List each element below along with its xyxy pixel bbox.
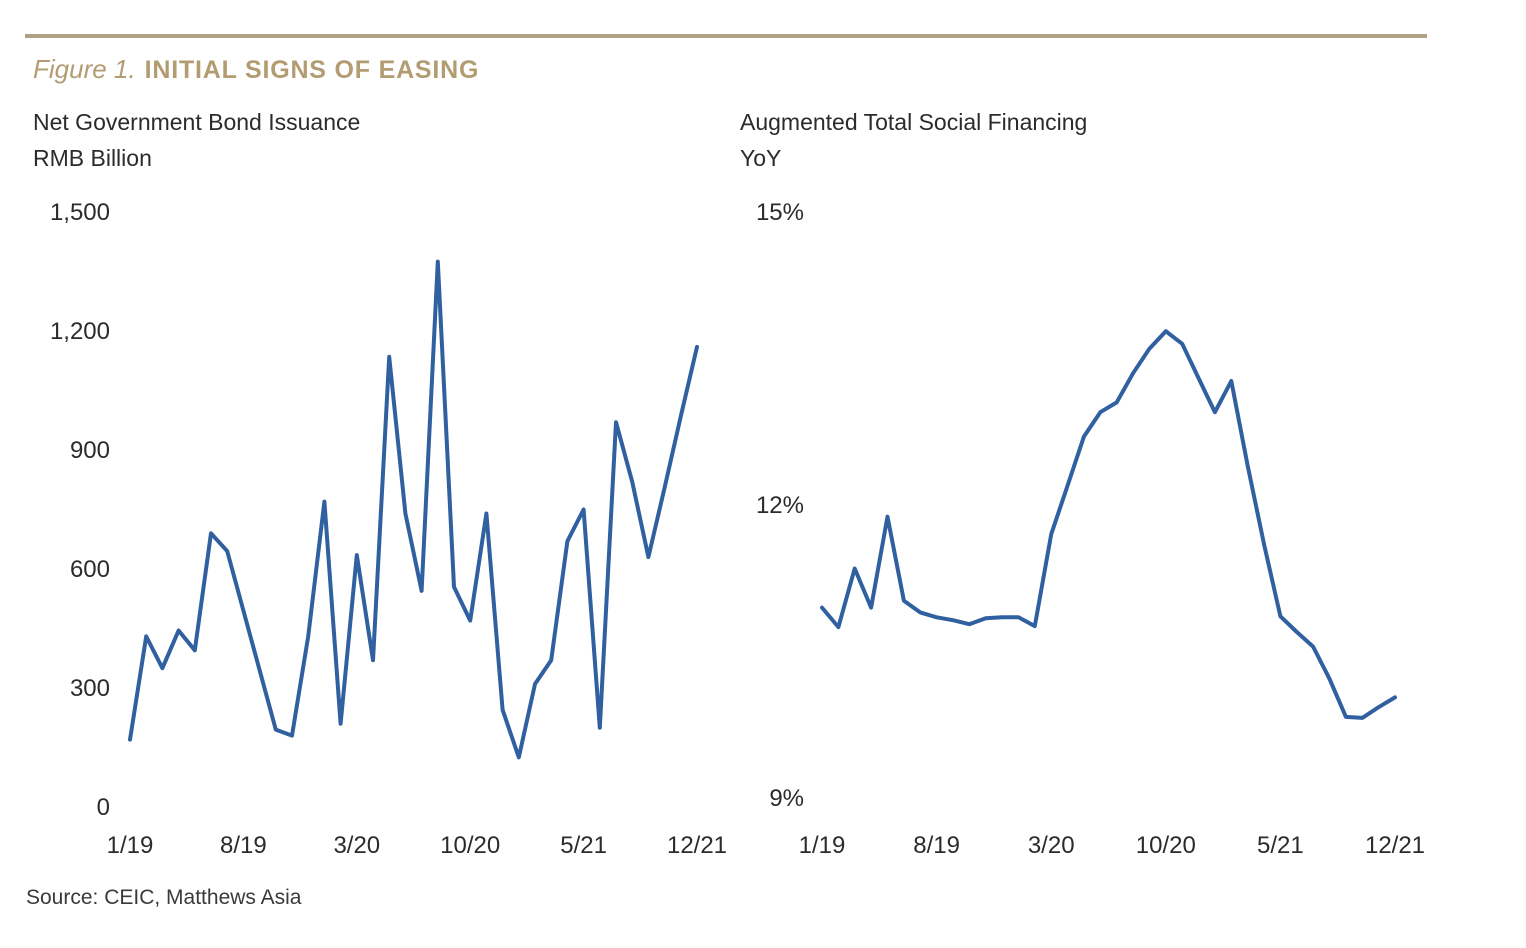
left-chart-y-tick-label: 0 — [97, 794, 110, 821]
right-chart-x-tick-label: 8/19 — [913, 832, 960, 859]
right-chart-header: Augmented Total Social Financing YoY — [740, 104, 1087, 176]
top-rule-divider — [25, 34, 1427, 38]
right-chart-x-tick-label: 10/20 — [1136, 832, 1196, 859]
right-chart-unit-label: YoY — [740, 145, 782, 171]
left-chart-header: Net Government Bond Issuance RMB Billion — [33, 104, 360, 176]
left-chart-x-tick-label: 5/21 — [560, 832, 607, 859]
left-chart-line — [128, 259, 699, 760]
right-chart-x-tick-label: 1/19 — [799, 832, 846, 859]
left-chart-y-tick-label: 600 — [70, 556, 110, 583]
right-chart-x-tick-label: 3/20 — [1028, 832, 1075, 859]
left-chart-unit-label: RMB Billion — [33, 145, 152, 171]
left-chart-x-tick-label: 10/20 — [440, 832, 500, 859]
left-chart-x-tick-label: 1/19 — [107, 832, 154, 859]
left-chart-y-tick-label: 1,500 — [50, 199, 110, 226]
left-chart-title: Net Government Bond Issuance — [33, 109, 361, 135]
right-chart-title: Augmented Total Social Financing — [740, 109, 1088, 135]
right-chart-y-tick-label: 12% — [756, 492, 804, 519]
right-chart-line — [820, 329, 1397, 720]
figure-heading: INITIAL SIGNS OF EASING — [144, 56, 480, 84]
left-chart-x-tick-label: 12/21 — [667, 832, 727, 859]
left-chart-y-tick-label: 300 — [70, 675, 110, 702]
source-note: Source: CEIC, Matthews Asia — [26, 886, 302, 909]
left-chart-x-tick-label: 8/19 — [220, 832, 267, 859]
right-chart-x-tick-label: 12/21 — [1365, 832, 1425, 859]
right-chart-y-tick-label: 15% — [756, 199, 804, 226]
right-chart-x-tick-label: 5/21 — [1257, 832, 1304, 859]
right-chart-y-tick-label: 9% — [769, 785, 804, 812]
figure-label: Figure 1. — [33, 54, 136, 84]
figure-title: Figure 1. INITIAL SIGNS OF EASING — [33, 54, 479, 85]
left-chart-y-tick-label: 1,200 — [50, 318, 110, 345]
left-chart-x-tick-label: 3/20 — [333, 832, 380, 859]
left-chart-y-tick-label: 900 — [70, 437, 110, 464]
